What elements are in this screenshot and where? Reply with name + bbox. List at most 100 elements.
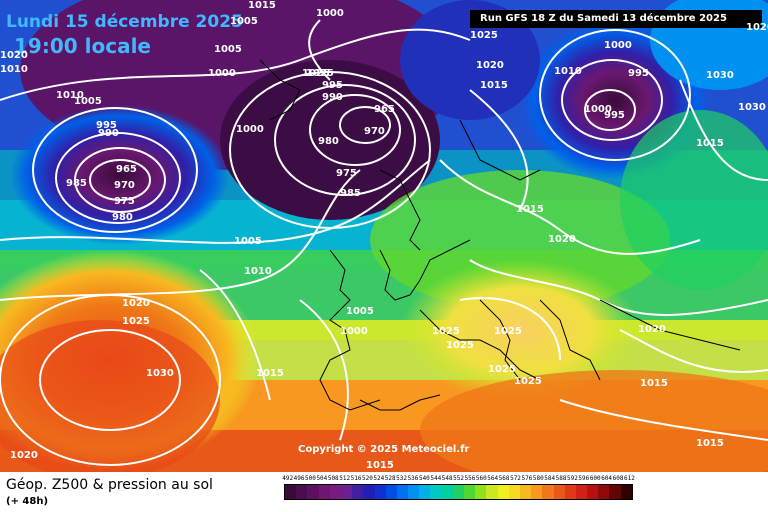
isobar-label: 975 [114, 196, 135, 207]
legend-value: 544 [430, 475, 442, 482]
legend-swatch [564, 485, 576, 499]
legend-value: 600 [589, 475, 601, 482]
isobar-label: 980 [112, 212, 133, 223]
legend-value: 504 [316, 475, 328, 482]
isobar-label: 1000 [340, 326, 368, 337]
isobar-label: 1020 [10, 450, 38, 461]
legend-swatch [385, 485, 397, 499]
legend-swatch [430, 485, 442, 499]
isobar-label: 985 [66, 178, 87, 189]
isobar-label: 1000 [236, 124, 264, 135]
legend-value: 584 [544, 475, 556, 482]
isobar-label: 995 [604, 110, 625, 121]
legend-value: 588 [555, 475, 567, 482]
legend-value: 536 [407, 475, 419, 482]
isobar-label: 965 [374, 104, 395, 115]
isobar-label: 1025 [306, 68, 334, 79]
forecast-date: Lundi 15 décembre 2025 [6, 12, 243, 32]
legend-value: 604 [601, 475, 613, 482]
legend-value: 512 [339, 475, 351, 482]
legend-swatch [441, 485, 453, 499]
isobar-label: 1030 [146, 368, 174, 379]
isobar-label: 995 [628, 68, 649, 79]
legend-value: 576 [521, 475, 533, 482]
isobar-label: 1005 [74, 96, 102, 107]
legend-value: 568 [498, 475, 510, 482]
isobar-label: 965 [116, 164, 137, 175]
isobar-label: 1005 [214, 44, 242, 55]
legend-swatch [329, 485, 341, 499]
legend-swatch [497, 485, 509, 499]
legend-swatch [542, 485, 554, 499]
isobar-label: 1020 [548, 234, 576, 245]
isobar-label: 1025 [122, 316, 150, 327]
legend-swatch [374, 485, 386, 499]
legend-swatch [587, 485, 599, 499]
isobar-label: 1025 [470, 30, 498, 41]
geopotential-field [0, 0, 768, 472]
copyright-notice: Copyright © 2025 Meteociel.fr [298, 444, 470, 455]
legend-value: 520 [362, 475, 373, 482]
isobar-label: 1025 [488, 364, 516, 375]
legend-swatch [575, 485, 588, 499]
isobar-label: 1025 [432, 326, 460, 337]
legend-value: 548 [441, 475, 453, 482]
isobar-label: 980 [318, 136, 339, 147]
legend-swatch [307, 485, 319, 499]
legend-value: 528 [384, 475, 396, 482]
isobar-label: 1015 [696, 138, 724, 149]
legend-value: 492 [282, 475, 294, 482]
isobar-label: 1020 [638, 324, 666, 335]
isobar-label: 1005 [346, 306, 374, 317]
isobar-label: 1000 [208, 68, 236, 79]
legend-value: 572 [510, 475, 521, 482]
isobar-label: 1015 [248, 0, 276, 11]
isobar-label: 1010 [0, 64, 28, 75]
legend-swatch [318, 485, 330, 499]
legend-value: 580 [532, 475, 544, 482]
legend-swatch [609, 485, 621, 499]
isobar-label: 1010 [56, 90, 84, 101]
legend-swatch [519, 485, 532, 499]
legend-swatch [620, 485, 632, 499]
legend-swatch [352, 485, 364, 499]
legend-swatch [464, 485, 476, 499]
isobar-label: 985 [340, 188, 361, 199]
legend-value: 552 [453, 475, 464, 482]
isobar-label: 1025 [494, 326, 522, 337]
isobar-label: 970 [114, 180, 135, 191]
isobar-label: 1020 [122, 298, 150, 309]
legend-swatch [296, 485, 308, 499]
color-legend [284, 484, 633, 500]
legend-value: 508 [327, 475, 339, 482]
isobar-label: 1000 [316, 8, 344, 19]
isobar-label: 1005 [234, 236, 262, 247]
isobar-label: 1000 [604, 40, 632, 51]
isobar-label: 1010 [554, 66, 582, 77]
legend-value: 500 [305, 475, 316, 482]
legend-swatch [340, 485, 353, 499]
isobar-label: 1015 [480, 80, 508, 91]
legend-value: 608 [612, 475, 624, 482]
map-title: Géop. Z500 & pression au sol [6, 477, 213, 493]
weather-map: Lundi 15 décembre 2025 19:00 locale Run … [0, 0, 768, 472]
isobar-label: 1005 [230, 16, 258, 27]
legend-value: 596 [578, 475, 590, 482]
isobar-label: 1015 [256, 368, 284, 379]
legend-swatch [452, 485, 464, 499]
isobar-label: 990 [322, 92, 343, 103]
isobar-label: 970 [364, 126, 385, 137]
color-legend-labels: 4924965005045085125165205245285325365405… [282, 475, 635, 482]
legend-swatch [486, 485, 498, 499]
isobar-label: 995 [322, 80, 343, 91]
legend-value: 540 [418, 475, 430, 482]
coastlines [259, 59, 741, 411]
isobar-label: 990 [98, 128, 119, 139]
forecast-lead-time: (+ 48h) [6, 496, 49, 507]
isobar-label: 1020 [0, 50, 28, 61]
legend-value: 560 [475, 475, 487, 482]
isobar-label: 975 [336, 168, 357, 179]
legend-swatch [396, 485, 409, 499]
legend-swatch [475, 485, 487, 499]
